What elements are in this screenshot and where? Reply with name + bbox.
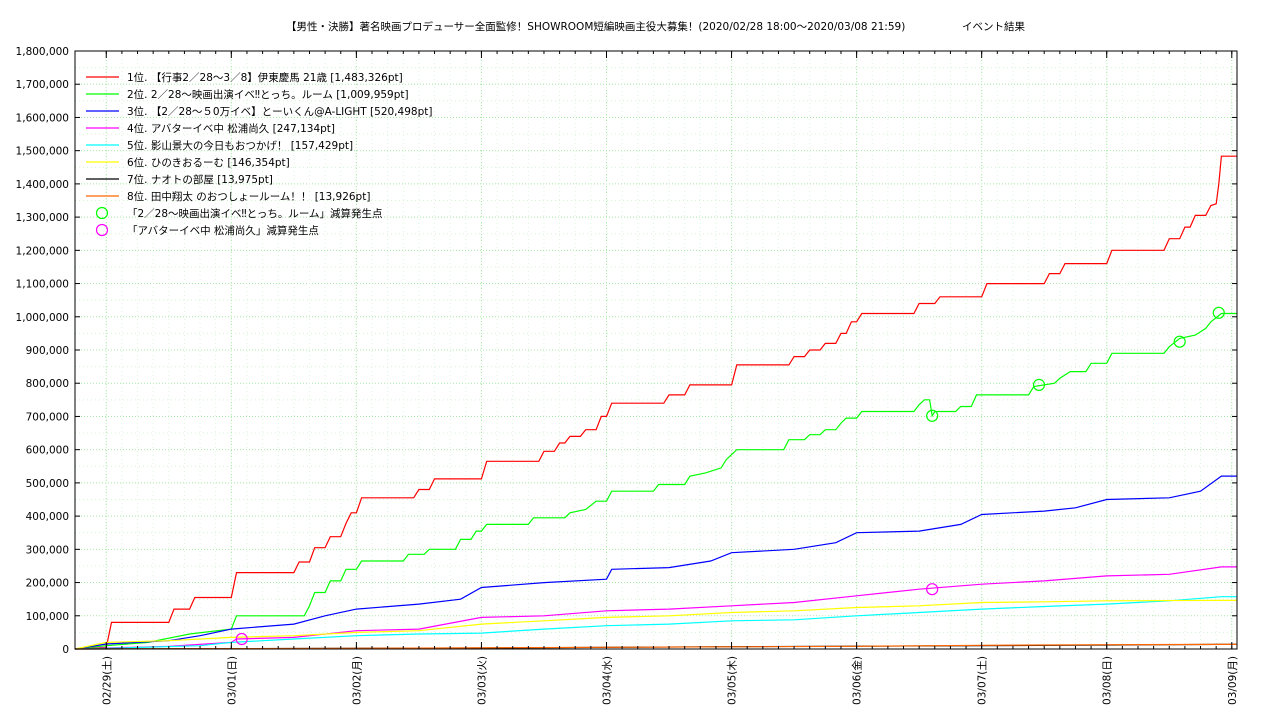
y-tick-label: 0	[62, 644, 69, 656]
series-line	[74, 643, 1237, 650]
y-tick-label: 1,700,000	[16, 79, 69, 91]
chart-subtitle: イベント結果	[962, 20, 1025, 33]
axes: 0 100,000 200,000 300,000 400,000 500,000 600,…	[16, 46, 1239, 705]
y-tick-label: 1,600,000	[16, 112, 69, 124]
marker-point	[1173, 335, 1186, 348]
marker-point	[1212, 306, 1225, 319]
series-line	[74, 155, 1237, 650]
grid	[75, 50, 1237, 650]
y-tick-label: 600,000	[26, 445, 69, 457]
x-tick-label: 03/06(金)	[851, 656, 864, 705]
x-tick-label: 03/09(月)	[1227, 656, 1239, 705]
legend-label: 6位. ひのきおるーむ [146,354pt]	[127, 156, 290, 169]
series-line	[74, 312, 1237, 650]
legend-label: 「2／28〜映画出演イベ‼とっち。ルーム」減算発生点	[127, 207, 383, 220]
x-tick-label: 03/01(日)	[226, 656, 238, 705]
y-tick-label: 100,000	[26, 611, 69, 623]
y-tick-label: 400,000	[26, 511, 69, 523]
y-tick-label: 200,000	[26, 578, 69, 590]
y-tick-label: 1,200,000	[16, 245, 69, 257]
x-tick-label: 03/05(木)	[727, 656, 739, 705]
legend-label: 「アバターイベ中 松浦尚久」減算発生点	[127, 224, 319, 237]
x-tick-label: 03/07(土)	[976, 656, 989, 705]
y-tick-label: 800,000	[26, 378, 69, 390]
marker-point	[235, 632, 248, 646]
x-tick-label: 03/03(火)	[476, 656, 488, 705]
x-tick-label: 03/08(日)	[1102, 656, 1114, 705]
legend-label: 3位. 【2／28〜５0万イベ】とーいくん@A-LIGHT [520,498pt…	[127, 105, 432, 118]
chart-title: 【男性・決勝】著名映画プロデューサー全面監修！SHOWROOM短編映画主役大募集…	[286, 20, 905, 33]
legend-marker	[95, 206, 109, 220]
legend-label: 7位. ナオトの部屋 [13,975pt]	[127, 173, 273, 186]
series-line	[74, 566, 1237, 650]
marker-point	[926, 409, 939, 422]
y-tick-label: 1,300,000	[16, 212, 69, 224]
legend-label: 4位. アバターイベ中 松浦尚久 [247,134pt]	[127, 122, 335, 135]
legend: 1位. 【行事2／28〜3／8】伊東慶馬 21歳 [1,483,326pt] 2位…	[86, 71, 432, 237]
legend-label: 8位. 田中翔太 のおつしょールーム！！ [13,926pt]	[127, 190, 370, 203]
x-tick-label: 02/29(土)	[100, 656, 113, 705]
series-line	[74, 596, 1237, 650]
y-tick-label: 500,000	[26, 478, 69, 490]
legend-label: 2位. 2／28〜映画出演イベ‼とっち。ルーム [1,009,959pt]	[127, 88, 409, 101]
series-line	[74, 599, 1237, 650]
x-tick-label: 03/02(月)	[351, 656, 363, 705]
marker-point	[926, 583, 939, 596]
y-tick-label: 1,800,000	[16, 46, 69, 58]
y-tick-label: 1,500,000	[16, 146, 69, 158]
marker-point	[1032, 378, 1046, 391]
legend-label: 1位. 【行事2／28〜3／8】伊東慶馬 21歳 [1,483,326pt]	[127, 71, 403, 84]
y-tick-label: 900,000	[26, 345, 69, 357]
y-tick-label: 1,400,000	[16, 179, 69, 191]
marker-layer	[235, 306, 1225, 646]
y-tick-label: 300,000	[26, 544, 69, 556]
x-tick-label: 03/04(水)	[601, 656, 613, 705]
legend-label: 5位. 影山景大の今日もおつかげ！ [157,429pt]	[127, 139, 353, 152]
y-tick-label: 1,100,000	[16, 279, 69, 291]
series-line	[74, 475, 1237, 650]
legend-marker	[95, 223, 109, 237]
y-tick-label: 1,000,000	[16, 312, 69, 324]
y-tick-label: 700,000	[26, 411, 69, 423]
